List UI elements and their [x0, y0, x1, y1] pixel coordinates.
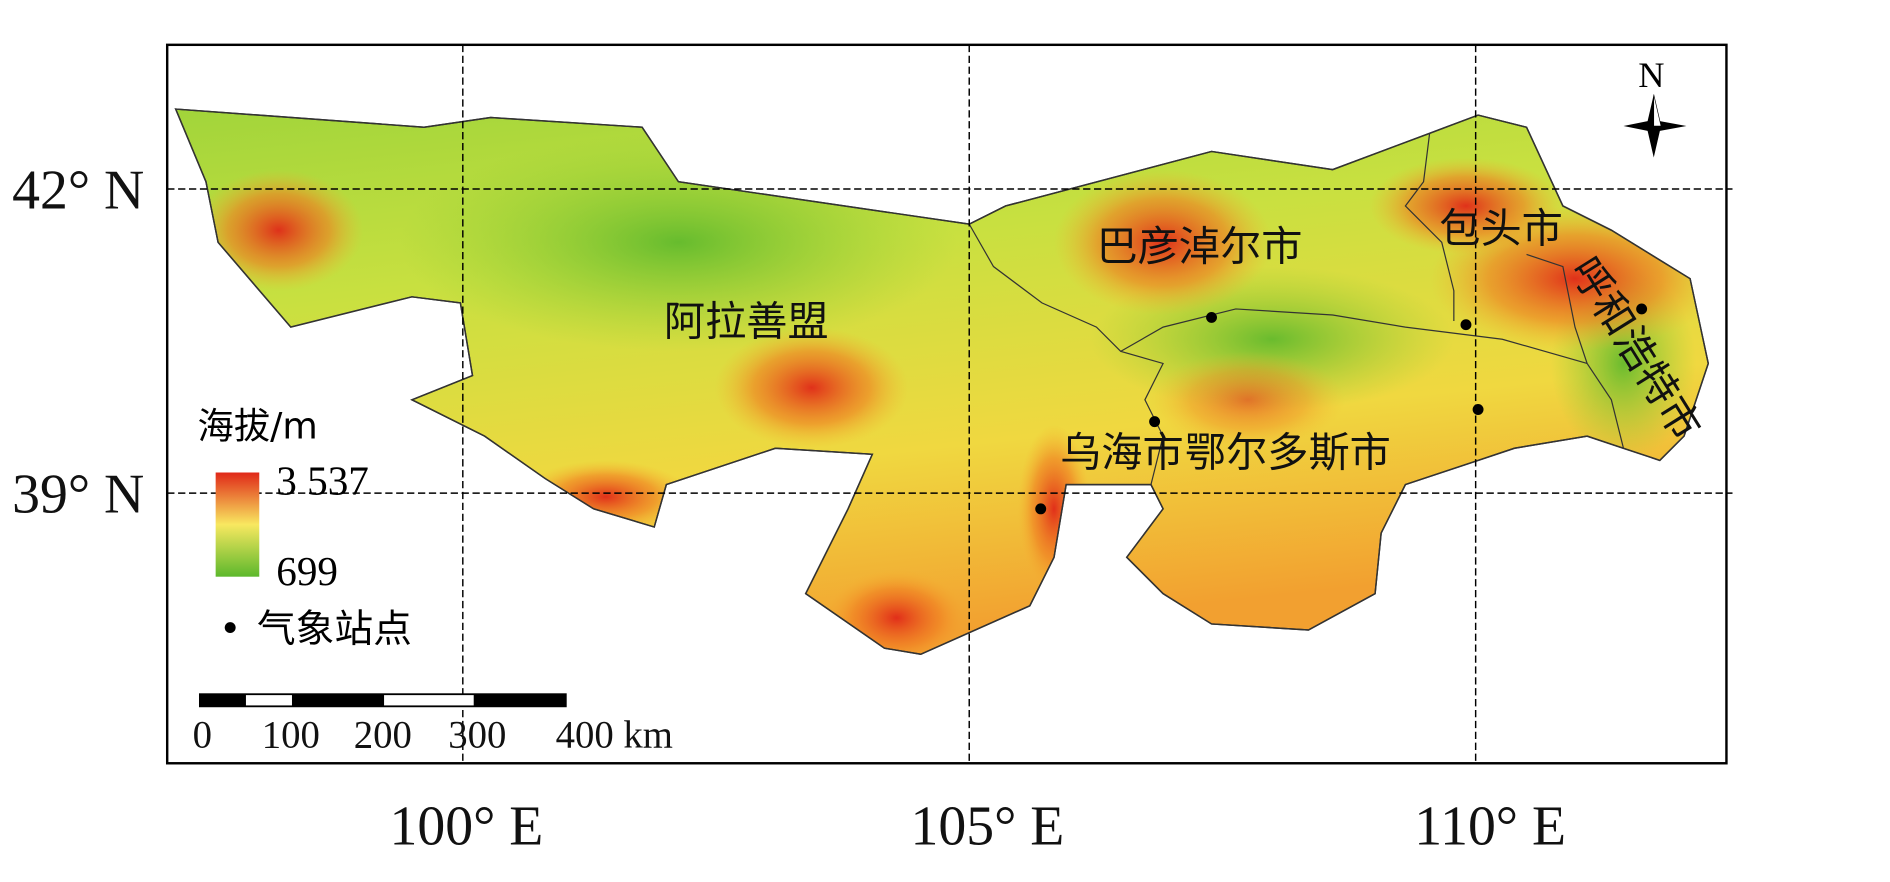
legend: 海拔/m 3 537 699 气象站点 [197, 405, 411, 653]
lat-label: 42° N [12, 159, 144, 221]
legend-min: 699 [276, 548, 338, 594]
region-label: 包头市 [1439, 204, 1563, 252]
elevation [175, 109, 1709, 655]
lon-label: 105° E [910, 795, 1064, 857]
lon-label: 110° E [1414, 795, 1566, 857]
region-outline [174, 108, 1710, 655]
legend-colorbar [215, 472, 260, 577]
legend-station: 气象站点 [257, 607, 412, 652]
lon-label: 100° E [390, 795, 544, 857]
scale-label: 0 [193, 714, 212, 757]
region-label: 鄂尔多斯市 [1185, 428, 1391, 476]
scale-label: 300 [448, 714, 506, 757]
region-label: 乌海市 [1060, 428, 1184, 476]
scale-label: 100 [262, 714, 320, 757]
lat-label: 39° N [12, 463, 144, 525]
legend-title: 海拔/m [197, 405, 317, 448]
north-arrow: N [1623, 55, 1687, 158]
scale-label: 200 [354, 714, 412, 757]
stations [1035, 303, 1648, 515]
graticule [167, 44, 1733, 764]
scale-label: 400 km [556, 714, 673, 757]
region-label: 巴彦淖尔市 [1096, 222, 1302, 270]
legend-max: 3 537 [276, 457, 369, 503]
region-label: 阿拉善盟 [664, 298, 829, 346]
north-label: N [1638, 55, 1664, 95]
scale-bar: 0 100 200 300 400 km [193, 693, 673, 757]
map-frame [165, 43, 1728, 765]
legend-station-dot [224, 622, 236, 634]
